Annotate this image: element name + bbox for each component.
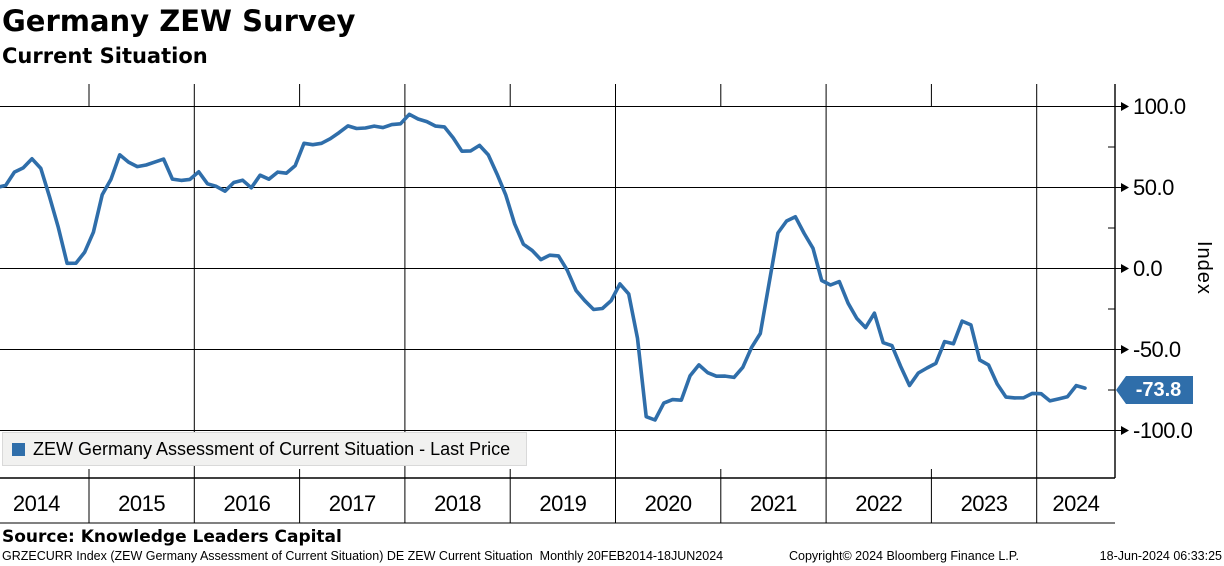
x-year-label: 2024 bbox=[1052, 491, 1099, 516]
legend-item[interactable]: ZEW Germany Assessment of Current Situat… bbox=[2, 432, 528, 466]
legend-label: ZEW Germany Assessment of Current Situat… bbox=[33, 438, 511, 459]
footer-description: GRZECURR Index (ZEW Germany Assessment o… bbox=[2, 549, 724, 563]
x-year-label: 2016 bbox=[223, 491, 270, 516]
x-year-label: 2021 bbox=[750, 491, 797, 516]
footer: GRZECURR Index (ZEW Germany Assessment o… bbox=[0, 549, 1224, 565]
last-price-badge: -73.8 bbox=[1116, 376, 1193, 404]
last-price-value: -73.8 bbox=[1135, 378, 1182, 401]
y-tick-arrow-icon bbox=[1121, 264, 1129, 273]
x-year-label: 2020 bbox=[645, 491, 692, 516]
y-tick-label: -50.0 bbox=[1133, 337, 1181, 362]
data-line-zew-current-situation[interactable] bbox=[0, 112, 1087, 422]
footer-timestamp: 18-Jun-2024 06:33:25 bbox=[1099, 549, 1222, 563]
page-subtitle: Current Situation bbox=[2, 44, 208, 68]
x-year-label: 2017 bbox=[329, 491, 376, 516]
y-axis-title: Index bbox=[1193, 241, 1215, 295]
footer-copyright: Copyright© 2024 Bloomberg Finance L.P. bbox=[789, 549, 1019, 563]
source-line: Source: Knowledge Leaders Capital bbox=[2, 527, 342, 547]
x-year-label: 2019 bbox=[539, 491, 586, 516]
x-year-label: 2018 bbox=[434, 491, 481, 516]
y-tick-arrow-icon bbox=[1121, 345, 1129, 354]
x-year-label: 2014 bbox=[13, 491, 60, 516]
legend-swatch-icon bbox=[12, 442, 25, 456]
page-title: Germany ZEW Survey bbox=[2, 4, 356, 38]
y-tick-arrow-icon bbox=[1121, 426, 1129, 435]
y-tick-arrow-icon bbox=[1121, 183, 1129, 192]
y-tick-label: 100.0 bbox=[1133, 94, 1186, 119]
x-year-label: 2022 bbox=[855, 491, 902, 516]
x-year-label: 2015 bbox=[118, 491, 165, 516]
y-tick-label: 0.0 bbox=[1133, 256, 1162, 281]
y-tick-label: -100.0 bbox=[1133, 418, 1193, 443]
y-tick-arrow-icon bbox=[1121, 102, 1129, 111]
y-tick-label: 50.0 bbox=[1133, 175, 1174, 200]
x-year-label: 2023 bbox=[961, 491, 1008, 516]
